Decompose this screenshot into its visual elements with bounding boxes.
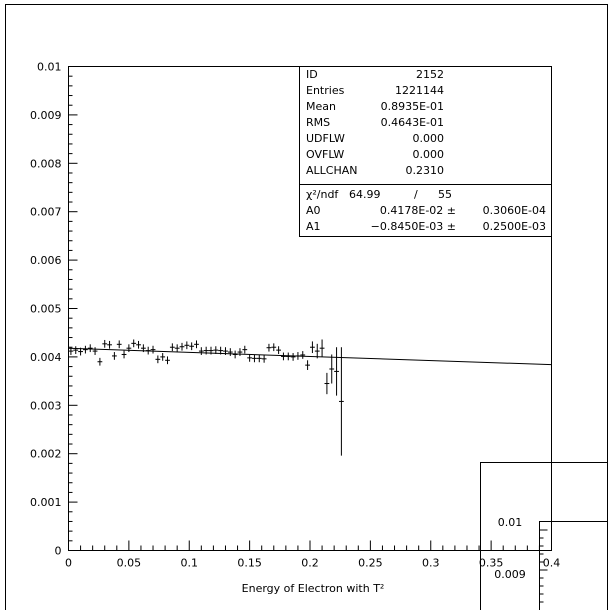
data-point [88,344,93,352]
data-point [300,351,305,359]
data-point [73,346,78,354]
data-point [262,355,267,363]
data-point [126,344,131,352]
data-point [267,344,272,352]
data-point [320,339,325,356]
y-tick-label: 0.007 [30,206,62,219]
stats-value: 2152 [416,68,444,81]
data-point [175,344,180,352]
stats-value: 0.8935E-01 [381,100,444,113]
x-tick-label: 0.3 [422,557,440,570]
data-point [184,341,189,349]
stats-label: UDFLW [306,132,345,145]
x-tick-label: 0.4 [543,557,561,570]
data-point [257,354,262,362]
data-point [165,356,170,364]
data-point [107,341,112,349]
stats-label: Mean [306,100,336,113]
x-tick-label: 0.05 [117,557,142,570]
stats-value: 0.000 [413,148,445,161]
param-a1-name: A1 [306,220,321,233]
data-point [83,346,88,354]
data-point [242,346,247,354]
chi2-value: 64.99 [349,188,381,201]
y-tick-label: 0.01 [37,61,62,74]
param-a0-name: A0 [306,204,321,217]
data-point [122,351,127,359]
y-tick-label: 0.009 [30,109,62,122]
data-point [97,358,102,366]
data-point [291,353,296,361]
param-a1-value: −0.8450E-03 ± [371,220,456,233]
data-point [180,343,185,351]
data-point [151,346,156,354]
inset-panel: 0.01 0.009 [481,463,608,611]
y-tick-label: 0.004 [30,351,62,364]
x-tick-label: 0.15 [237,557,262,570]
y-tick-label: 0.003 [30,399,62,412]
x-tick-label: 0.1 [181,557,199,570]
data-point [325,373,330,394]
y-tick-label: 0.006 [30,254,62,267]
y-tick-label: 0.008 [30,157,62,170]
stats-value: 0.2310 [406,164,445,177]
stats-value: 0.000 [413,132,445,145]
data-point [238,348,243,356]
x-tick-label: 0.2 [301,557,319,570]
stats-value: 0.4643E-01 [381,116,444,129]
x-axis-title: Energy of Electron with T² [242,582,385,595]
data-point [170,343,175,351]
data-point [228,348,233,356]
fit-line [69,348,552,364]
stats-label: OVFLW [306,148,344,161]
data-point [93,347,98,355]
y-tick-label: 0 [55,545,62,558]
data-point [305,360,310,370]
stats-box: ID 2152 Entries 1221144 Mean 0.8935E-01 RMS 0.4… [300,67,552,185]
stats-label: ID [306,68,318,81]
data-point [199,347,204,355]
data-point [102,340,107,348]
inset-label-top: 0.01 [498,516,523,529]
x-tick-label: 0 [65,557,72,570]
y-tick-label: 0.005 [30,303,62,316]
data-point [329,354,334,383]
data-point [339,347,344,455]
data-point [131,339,136,347]
data-point [155,355,160,363]
data-point [252,354,257,362]
y-tick-label: 0.002 [30,448,62,461]
data-point [160,353,165,361]
inset-label-bottom: 0.009 [494,568,526,581]
data-point [281,353,286,361]
stats-label: Entries [306,84,345,97]
data-point [271,343,276,351]
data-point [286,353,291,361]
param-a0-value: 0.4178E-02 ± [380,204,456,217]
stats-value: 1221144 [395,84,444,97]
data-point [247,354,252,362]
chi2-label: χ²/ndf [306,188,339,201]
x-tick-label: 0.25 [358,557,383,570]
y-tick-label: 0.001 [30,496,62,509]
y-axis: 0 0.001 0.002 0.003 0.004 0.005 0.006 0.007 0.00… [30,61,78,558]
ndf-value: 55 [438,188,452,201]
data-point [112,352,117,360]
data-point [194,340,199,348]
fit-box: χ²/ndf 64.99 / 55 A0 0.4178E-02 ± 0.3060… [300,185,552,237]
data-point [189,342,194,350]
chi2-separator: / [414,188,418,201]
data-point [334,347,339,395]
data-point [117,340,122,348]
data-points [69,339,344,455]
stats-label: RMS [306,116,330,129]
stats-label: ALLCHAN [306,164,358,177]
param-a1-error: 0.2500E-03 [483,220,546,233]
data-point [276,346,281,354]
param-a0-error: 0.3060E-04 [483,204,546,217]
data-point [310,341,315,353]
data-point [136,341,141,349]
